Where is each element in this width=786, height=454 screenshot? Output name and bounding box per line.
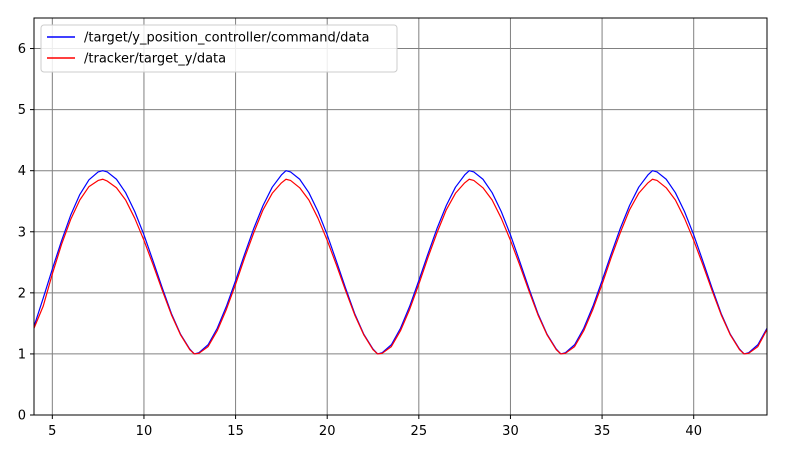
x-tick-label: 30 [502, 424, 519, 439]
y-tick-label: 2 [18, 286, 26, 301]
y-tick-label: 1 [18, 347, 26, 362]
legend-label-1: /tracker/target_y/data [84, 52, 226, 67]
series-line-0 [33, 170, 768, 355]
y-tick-label: 3 [18, 225, 26, 240]
x-tick-label: 5 [48, 424, 56, 439]
x-tick-label: 20 [319, 424, 336, 439]
legend-box [40, 24, 398, 73]
series-lines [33, 170, 768, 355]
plot-area-frame [33, 17, 768, 416]
legend: /target/y_position_controller/command/da… [40, 24, 398, 73]
legend-label-0: /target/y_position_controller/command/da… [84, 31, 369, 46]
y-tick-label: 5 [18, 103, 26, 118]
x-tick-label: 15 [227, 424, 244, 439]
x-tick-label: 10 [136, 424, 153, 439]
x-tick-label: 40 [685, 424, 702, 439]
x-tick-label: 25 [411, 424, 428, 439]
series-line-1 [33, 178, 768, 355]
x-tick-label: 35 [594, 424, 611, 439]
y-tick-label: 6 [18, 42, 26, 57]
axis-ticks: 5 10 15 20 25 30 35 40 0 1 2 3 4 5 6 [18, 42, 702, 439]
y-tick-label: 4 [18, 164, 26, 179]
y-tick-label: 0 [18, 409, 26, 424]
